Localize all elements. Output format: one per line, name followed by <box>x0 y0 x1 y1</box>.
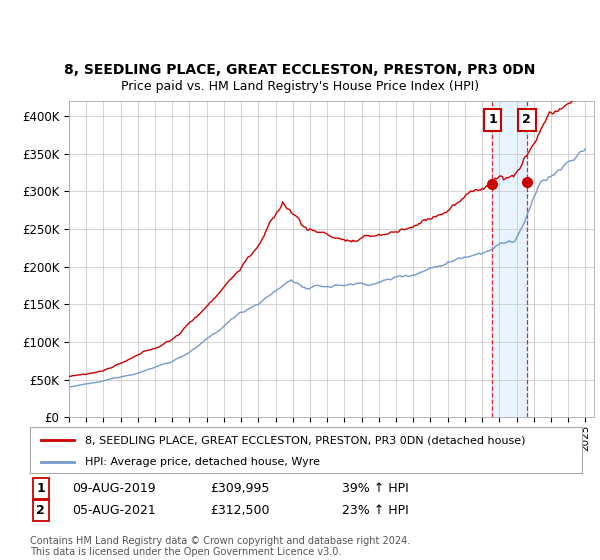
Text: 1: 1 <box>488 113 497 126</box>
Text: £312,500: £312,500 <box>210 504 269 517</box>
Text: Contains HM Land Registry data © Crown copyright and database right 2024.
This d: Contains HM Land Registry data © Crown c… <box>30 535 410 557</box>
Text: 05-AUG-2021: 05-AUG-2021 <box>72 504 156 517</box>
Text: 1: 1 <box>37 482 45 495</box>
Text: HPI: Average price, detached house, Wyre: HPI: Average price, detached house, Wyre <box>85 457 320 466</box>
Text: 39% ↑ HPI: 39% ↑ HPI <box>342 482 409 495</box>
Text: 8, SEEDLING PLACE, GREAT ECCLESTON, PRESTON, PR3 0DN (detached house): 8, SEEDLING PLACE, GREAT ECCLESTON, PRES… <box>85 435 526 445</box>
Bar <box>493 101 527 417</box>
Text: 09-AUG-2019: 09-AUG-2019 <box>72 482 155 495</box>
Text: Price paid vs. HM Land Registry's House Price Index (HPI): Price paid vs. HM Land Registry's House … <box>121 80 479 94</box>
Text: £309,995: £309,995 <box>210 482 269 495</box>
Text: 23% ↑ HPI: 23% ↑ HPI <box>342 504 409 517</box>
Text: 2: 2 <box>37 504 45 517</box>
Text: 2: 2 <box>523 113 531 126</box>
Text: 8, SEEDLING PLACE, GREAT ECCLESTON, PRESTON, PR3 0DN: 8, SEEDLING PLACE, GREAT ECCLESTON, PRES… <box>64 63 536 77</box>
